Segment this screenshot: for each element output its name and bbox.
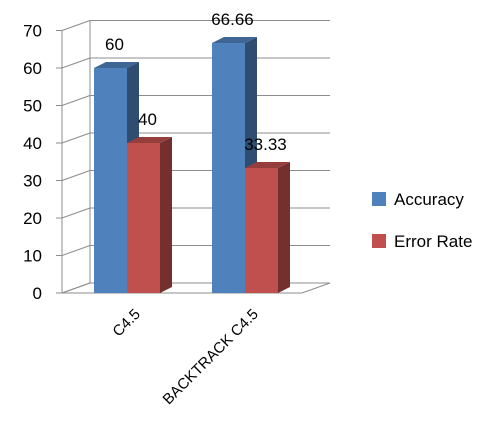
legend-swatch <box>372 192 386 206</box>
y-axis-ticks: 0 10 20 30 40 50 60 70 <box>23 22 62 303</box>
y-tick-label: 10 <box>23 247 42 266</box>
data-labels: 60 40 66.66 33.33 <box>105 10 287 154</box>
gridline-side <box>61 245 91 256</box>
bars <box>94 37 290 294</box>
bar-top <box>127 137 172 143</box>
bar-top <box>94 62 139 68</box>
bar-front <box>94 68 127 293</box>
y-tick-label: 40 <box>23 134 42 153</box>
bar-front <box>212 43 245 294</box>
category-label: BACKTRACK C4.5 <box>160 306 262 408</box>
y-tick-label: 0 <box>33 284 42 303</box>
bar-side <box>278 162 290 293</box>
data-label: 33.33 <box>244 135 287 154</box>
legend-label: Error Rate <box>394 232 472 251</box>
gridline-side <box>61 170 91 181</box>
y-tick-label: 60 <box>23 59 42 78</box>
gridline-side <box>61 95 91 106</box>
x-axis-categories: C4.5 BACKTRACK C4.5 <box>109 306 261 408</box>
gridline-side <box>61 20 91 31</box>
y-tick-label: 70 <box>23 22 42 41</box>
category-label: C4.5 <box>109 306 143 340</box>
gridline-side <box>61 57 91 69</box>
data-label: 60 <box>105 35 124 54</box>
bar-error-rate-0 <box>127 137 172 293</box>
y-tick-label: 20 <box>23 209 42 228</box>
gridline-side <box>61 207 91 219</box>
data-label: 66.66 <box>211 10 254 29</box>
legend: Accuracy Error Rate <box>372 190 472 251</box>
bar-top <box>245 162 290 169</box>
legend-label: Accuracy <box>394 190 464 209</box>
bar-side <box>160 137 172 293</box>
bar-front <box>245 168 278 293</box>
bar-front <box>127 143 160 293</box>
y-tick-label: 30 <box>23 172 42 191</box>
legend-swatch <box>372 234 386 248</box>
bar-error-rate-1 <box>245 162 290 293</box>
bar-top <box>212 37 257 44</box>
y-tick-label: 50 <box>23 97 42 116</box>
data-label: 40 <box>138 110 157 129</box>
gridline-side <box>61 132 91 144</box>
